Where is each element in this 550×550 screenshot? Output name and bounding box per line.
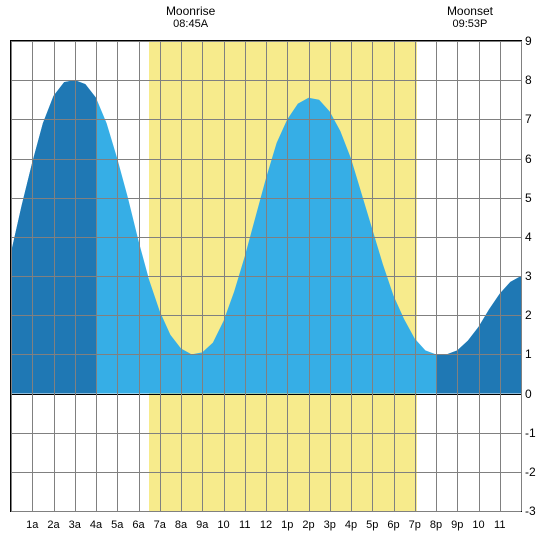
plot-area: -3-2-101234567891a2a3a4a5a6a7a8a9a101112… bbox=[10, 40, 522, 512]
x-tick-label: 5p bbox=[366, 519, 378, 531]
tide-chart: Moonrise 08:45A Moonset 09:53P -3-2-1012… bbox=[0, 0, 550, 550]
moonset-time: 09:53P bbox=[447, 18, 493, 31]
gridline-v bbox=[372, 41, 373, 511]
y-tick-label: -1 bbox=[525, 426, 543, 440]
gridline-v bbox=[96, 41, 97, 511]
gridline-v bbox=[160, 41, 161, 511]
y-tick-label: 9 bbox=[525, 34, 543, 48]
gridline-v bbox=[32, 41, 33, 511]
gridline-v bbox=[436, 41, 437, 511]
gridline-v bbox=[75, 41, 76, 511]
gridline-v bbox=[500, 41, 501, 511]
x-tick-label: 11 bbox=[239, 519, 250, 531]
x-tick-label: 6a bbox=[132, 519, 144, 531]
gridline-v bbox=[117, 41, 118, 511]
moonrise-time: 08:45A bbox=[166, 18, 215, 31]
x-tick-label: 12 bbox=[260, 519, 272, 531]
y-tick-label: 3 bbox=[525, 269, 543, 283]
gridline-v bbox=[394, 41, 395, 511]
gridline-v bbox=[245, 41, 246, 511]
gridline-v bbox=[202, 41, 203, 511]
y-tick-label: 8 bbox=[525, 73, 543, 87]
gridline-v bbox=[181, 41, 182, 511]
x-tick-label: 11 bbox=[494, 519, 505, 531]
moonrise-annotation: Moonrise 08:45A bbox=[166, 4, 215, 32]
y-tick-label: -2 bbox=[525, 465, 543, 479]
gridline-v bbox=[330, 41, 331, 511]
x-tick-label: 7a bbox=[154, 519, 166, 531]
gridline-v bbox=[224, 41, 225, 511]
x-tick-label: 1a bbox=[26, 519, 38, 531]
x-tick-label: 1p bbox=[281, 519, 293, 531]
gridline-v bbox=[309, 41, 310, 511]
x-tick-label: 4a bbox=[90, 519, 102, 531]
x-tick-label: 4p bbox=[345, 519, 357, 531]
y-tick-label: -3 bbox=[525, 504, 543, 518]
x-tick-label: 3a bbox=[69, 519, 81, 531]
gridline-h bbox=[11, 511, 521, 512]
x-tick-label: 2a bbox=[47, 519, 59, 531]
y-tick-label: 6 bbox=[525, 152, 543, 166]
gridline-v bbox=[287, 41, 288, 511]
gridline-v bbox=[351, 41, 352, 511]
x-tick-label: 9a bbox=[196, 519, 208, 531]
x-tick-label: 5a bbox=[111, 519, 123, 531]
x-tick-label: 2p bbox=[302, 519, 314, 531]
x-tick-label: 10 bbox=[472, 519, 484, 531]
y-tick-label: 2 bbox=[525, 308, 543, 322]
x-tick-label: 9p bbox=[451, 519, 463, 531]
x-tick-label: 10 bbox=[217, 519, 229, 531]
x-tick-label: 7p bbox=[409, 519, 421, 531]
x-tick-label: 8p bbox=[430, 519, 442, 531]
y-tick-label: 7 bbox=[525, 112, 543, 126]
gridline-v bbox=[11, 41, 12, 511]
moonset-label: Moonset bbox=[447, 4, 493, 18]
y-tick-label: 5 bbox=[525, 191, 543, 205]
gridline-v bbox=[479, 41, 480, 511]
x-tick-label: 8a bbox=[175, 519, 187, 531]
moonset-annotation: Moonset 09:53P bbox=[447, 4, 493, 32]
gridline-v bbox=[139, 41, 140, 511]
y-tick-label: 4 bbox=[525, 230, 543, 244]
gridline-v bbox=[415, 41, 416, 511]
y-tick-label: 1 bbox=[525, 347, 543, 361]
gridline-v bbox=[457, 41, 458, 511]
x-tick-label: 6p bbox=[387, 519, 399, 531]
gridline-v bbox=[266, 41, 267, 511]
moonrise-label: Moonrise bbox=[166, 4, 215, 18]
gridline-v bbox=[54, 41, 55, 511]
y-tick-label: 0 bbox=[525, 387, 543, 401]
gridline-v bbox=[521, 41, 522, 511]
x-tick-label: 3p bbox=[324, 519, 336, 531]
